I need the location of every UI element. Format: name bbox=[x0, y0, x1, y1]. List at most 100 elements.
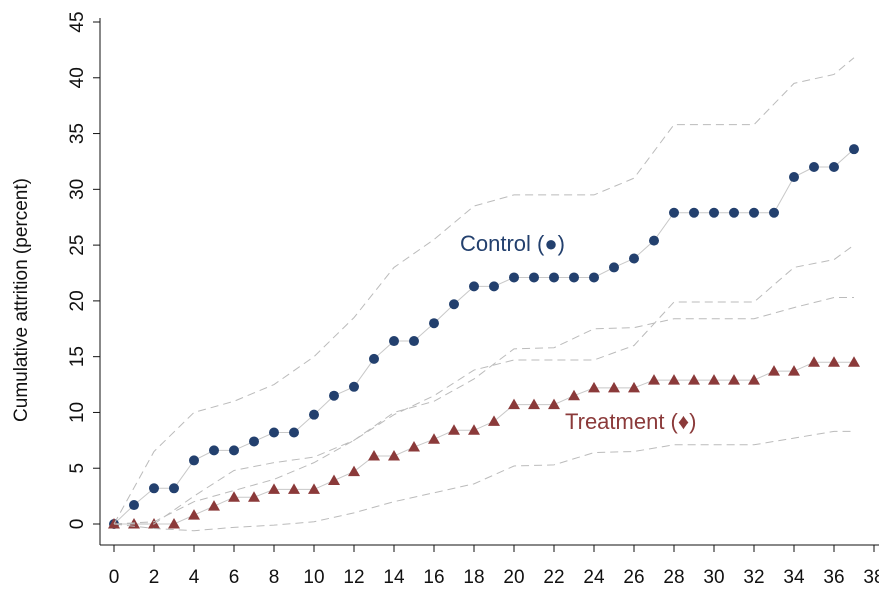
point bbox=[169, 483, 179, 494]
series-line bbox=[113, 148, 855, 525]
x-tick-label: 2 bbox=[149, 567, 160, 588]
point bbox=[469, 281, 479, 292]
x-tick-label: 34 bbox=[783, 567, 805, 588]
point bbox=[149, 483, 159, 494]
y-tick-label: 35 bbox=[67, 123, 88, 144]
point bbox=[488, 415, 500, 426]
point bbox=[209, 445, 219, 456]
point bbox=[309, 409, 319, 420]
x-tick-label: 32 bbox=[743, 567, 764, 588]
point bbox=[168, 518, 180, 529]
confidence-band bbox=[113, 244, 855, 525]
y-axis-label: Cumulative attrition (percent) bbox=[11, 178, 32, 422]
point bbox=[828, 356, 840, 367]
point bbox=[829, 162, 839, 173]
x-tick-label: 20 bbox=[503, 567, 524, 588]
annotation: Treatment (♦) bbox=[565, 409, 696, 434]
x-tick-label: 14 bbox=[383, 567, 405, 588]
point bbox=[528, 398, 540, 410]
y-tick-label: 15 bbox=[67, 346, 88, 367]
point bbox=[848, 356, 860, 367]
point bbox=[229, 445, 239, 456]
point bbox=[688, 374, 700, 385]
point bbox=[409, 336, 419, 347]
point bbox=[588, 381, 600, 393]
point bbox=[248, 491, 260, 502]
point bbox=[649, 235, 659, 246]
confidence-band bbox=[113, 430, 854, 532]
point bbox=[289, 427, 299, 438]
point bbox=[268, 483, 280, 494]
point bbox=[288, 483, 300, 494]
point bbox=[188, 509, 200, 520]
point bbox=[648, 374, 660, 385]
point bbox=[148, 518, 160, 529]
confidence-band bbox=[114, 297, 854, 525]
y-tick-label: 40 bbox=[67, 67, 88, 88]
point bbox=[408, 441, 420, 452]
x-tick-label: 10 bbox=[303, 567, 324, 588]
point bbox=[628, 381, 640, 393]
x-tick-label: 6 bbox=[229, 567, 240, 588]
point bbox=[328, 474, 340, 485]
point bbox=[428, 433, 440, 444]
point bbox=[448, 424, 460, 435]
x-tick-label: 8 bbox=[269, 567, 280, 588]
point bbox=[609, 262, 619, 273]
x-tick-label: 28 bbox=[663, 567, 684, 588]
point bbox=[349, 381, 359, 392]
annotation: Control (●) bbox=[460, 231, 565, 256]
point bbox=[729, 207, 739, 218]
point bbox=[809, 162, 819, 173]
y-tick-label: 5 bbox=[67, 463, 88, 474]
point bbox=[788, 365, 800, 376]
point bbox=[669, 207, 679, 218]
point bbox=[308, 483, 320, 494]
point bbox=[389, 336, 399, 347]
point bbox=[369, 353, 379, 364]
x-tick-label: 0 bbox=[109, 567, 120, 588]
x-tick-label: 30 bbox=[703, 567, 724, 588]
point bbox=[849, 144, 859, 155]
point bbox=[569, 272, 579, 283]
y-tick-label: 30 bbox=[67, 179, 88, 200]
point bbox=[529, 272, 539, 283]
x-tick-label: 38 bbox=[863, 567, 879, 588]
point bbox=[789, 172, 799, 183]
point bbox=[728, 374, 740, 385]
point bbox=[808, 356, 820, 367]
x-tick-label: 12 bbox=[343, 567, 364, 588]
point bbox=[768, 365, 780, 376]
point bbox=[388, 449, 400, 461]
point bbox=[709, 207, 719, 218]
y-tick-label: 0 bbox=[67, 519, 88, 530]
confidence-band bbox=[113, 57, 855, 525]
point bbox=[589, 272, 599, 283]
point bbox=[509, 272, 519, 283]
x-tick-label: 22 bbox=[543, 567, 564, 588]
point bbox=[548, 398, 560, 410]
point bbox=[608, 381, 620, 393]
point bbox=[468, 424, 480, 435]
point bbox=[129, 500, 139, 511]
point bbox=[668, 374, 680, 385]
point bbox=[449, 299, 459, 310]
point bbox=[568, 389, 580, 401]
x-tick-label: 4 bbox=[189, 567, 200, 588]
point bbox=[749, 207, 759, 218]
point bbox=[348, 465, 360, 477]
point bbox=[208, 500, 220, 511]
point bbox=[748, 374, 760, 385]
point bbox=[269, 427, 279, 438]
x-tick-label: 16 bbox=[423, 567, 444, 588]
point bbox=[549, 272, 559, 283]
x-tick-label: 26 bbox=[623, 567, 644, 588]
point bbox=[769, 207, 779, 218]
point bbox=[629, 253, 639, 264]
point bbox=[489, 281, 499, 292]
y-tick-label: 25 bbox=[67, 235, 88, 256]
x-tick-label: 18 bbox=[463, 567, 484, 588]
point bbox=[228, 491, 240, 502]
y-tick-label: 10 bbox=[67, 402, 88, 423]
